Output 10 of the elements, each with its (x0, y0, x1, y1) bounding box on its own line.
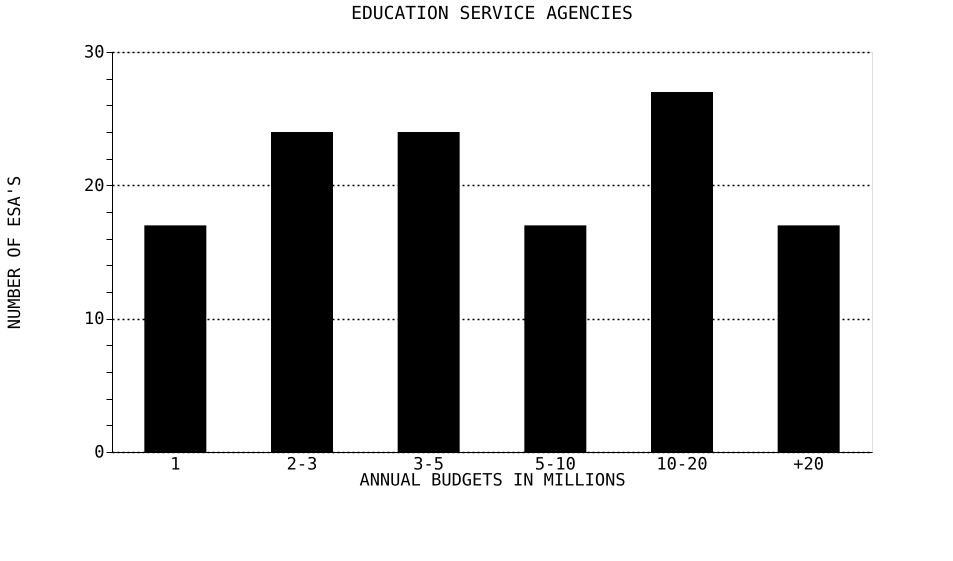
y-tick-label: 20 (84, 176, 104, 196)
x-tick-label: 10-20 (656, 454, 708, 474)
x-tick-label: +20 (793, 454, 824, 474)
y-tick-label: 10 (84, 309, 104, 330)
x-tick-label: 2-3 (286, 454, 318, 474)
y-tick-label: 30 (84, 42, 104, 62)
chart-title: EDUCATION SERVICE AGENCIES (351, 3, 633, 24)
y-axis-title: NUMBER OF ESA'S (5, 176, 26, 330)
y-tick-label: 0 (94, 442, 104, 462)
x-tick-label: 1 (170, 454, 180, 474)
